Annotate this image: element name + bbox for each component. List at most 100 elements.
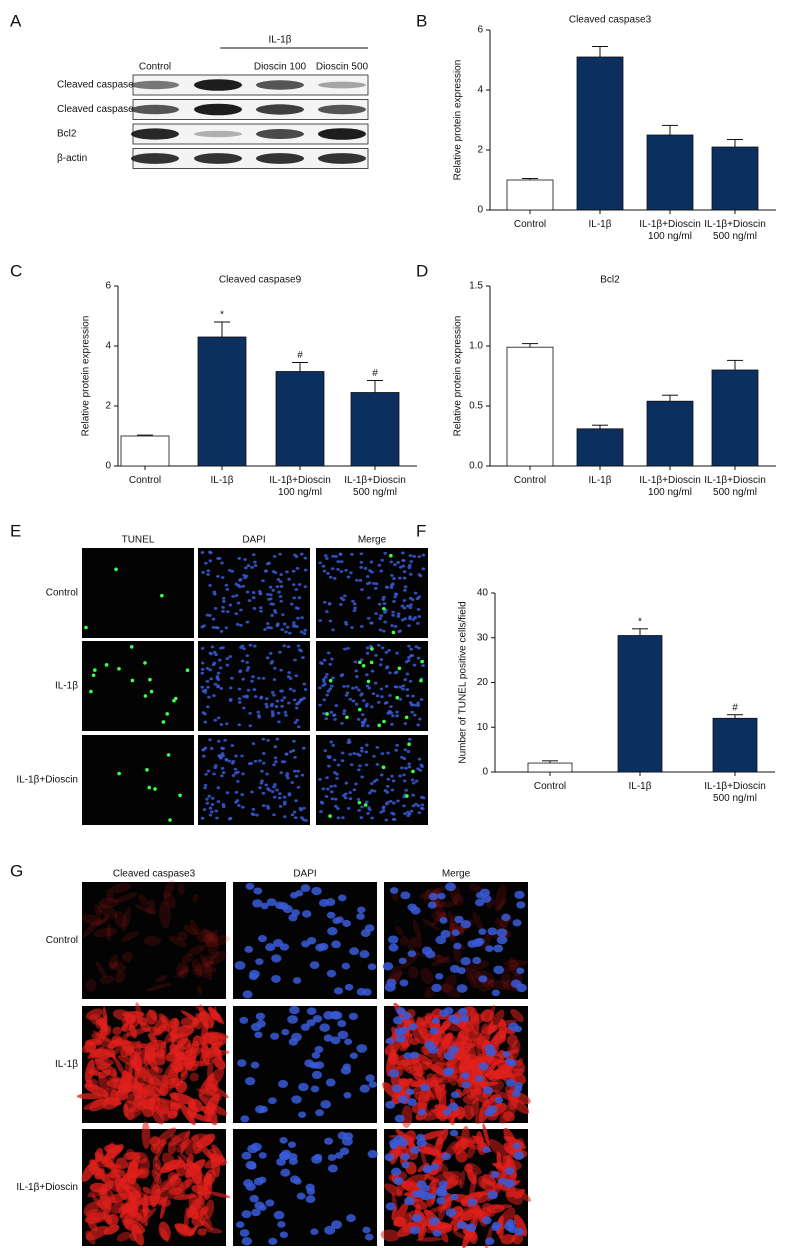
micrograph-content xyxy=(318,737,426,822)
nucleus xyxy=(395,710,399,714)
tunel-dot xyxy=(357,707,362,712)
nucleus xyxy=(367,963,377,971)
nucleus xyxy=(379,658,384,661)
nucleus xyxy=(291,569,296,573)
y-tick-label: 10 xyxy=(477,722,489,733)
nucleus xyxy=(416,1180,427,1189)
nucleus xyxy=(416,621,420,625)
nucleus xyxy=(346,684,350,688)
nucleus xyxy=(402,773,406,777)
bar xyxy=(120,435,170,467)
nucleus xyxy=(413,713,417,717)
nucleus xyxy=(406,659,411,662)
tunel-dot xyxy=(178,793,182,798)
nucleus xyxy=(457,967,466,975)
cell-stain xyxy=(98,1189,113,1210)
cell-stain xyxy=(198,1073,215,1097)
nucleus xyxy=(282,696,287,700)
nucleus xyxy=(297,700,302,704)
nucleus xyxy=(250,679,254,683)
nucleus xyxy=(393,625,398,628)
nucleus xyxy=(400,618,405,622)
nucleus xyxy=(268,1237,278,1245)
nucleus xyxy=(318,686,322,690)
micrograph-content xyxy=(236,1131,378,1246)
tunel-dot xyxy=(149,689,154,694)
nucleus xyxy=(392,1016,404,1025)
nucleus xyxy=(334,554,338,558)
nucleus xyxy=(396,799,400,803)
nucleus xyxy=(207,794,212,798)
nucleus xyxy=(364,1233,374,1241)
nucleus xyxy=(513,1085,523,1093)
nucleus xyxy=(278,650,282,654)
nucleus xyxy=(378,663,383,667)
nucleus xyxy=(298,1082,309,1092)
nucleus xyxy=(236,1221,245,1228)
nucleus xyxy=(504,1167,515,1175)
x-tick-label: IL-1β+Dioscin 500 ng/ml xyxy=(704,781,766,804)
nucleus xyxy=(360,724,365,728)
nucleus xyxy=(208,583,212,587)
nucleus xyxy=(206,572,210,576)
nucleus xyxy=(247,599,252,603)
nucleus xyxy=(237,804,241,807)
nucleus xyxy=(296,769,301,773)
cell-stain xyxy=(496,1151,502,1168)
nucleus xyxy=(287,577,291,581)
nucleus xyxy=(395,651,399,655)
nucleus xyxy=(278,580,283,584)
nucleus xyxy=(400,766,404,770)
nucleus xyxy=(342,709,347,713)
micrograph-content xyxy=(81,879,231,995)
nucleus xyxy=(280,704,284,708)
nucleus xyxy=(392,600,396,603)
nucleus xyxy=(383,551,387,555)
nucleus xyxy=(388,671,392,675)
nucleus xyxy=(370,669,375,673)
tunel-dot xyxy=(129,645,134,649)
cell-stain xyxy=(509,1096,530,1115)
nucleus xyxy=(305,1195,316,1204)
nucleus xyxy=(265,772,269,776)
row-label: IL-1β xyxy=(55,1059,78,1070)
blot-band xyxy=(318,81,366,89)
nucleus xyxy=(242,695,246,698)
nucleus xyxy=(411,617,416,621)
nucleus xyxy=(420,1083,430,1092)
nucleus xyxy=(259,609,263,613)
nucleus xyxy=(329,684,334,688)
cell-stain xyxy=(510,1008,524,1022)
nucleus xyxy=(360,775,364,779)
nucleus xyxy=(396,1007,406,1015)
blot-lane-label: Dioscin 500 xyxy=(316,62,369,73)
nucleus xyxy=(384,818,389,822)
nucleus xyxy=(272,795,277,799)
cell-stain xyxy=(167,1110,178,1119)
x-tick-label: IL-1β+Dioscin 100 ng/ml xyxy=(269,475,331,498)
cell-stain xyxy=(163,1031,173,1045)
nucleus xyxy=(255,958,264,965)
cell-stain xyxy=(113,1056,126,1077)
cell-stain xyxy=(487,1004,495,1032)
nucleus xyxy=(242,573,246,577)
nucleus xyxy=(241,1151,252,1160)
cell-stain xyxy=(407,966,419,979)
nucleus xyxy=(318,703,322,707)
nucleus xyxy=(379,773,384,777)
nucleus xyxy=(349,1052,358,1060)
nucleus xyxy=(360,713,365,717)
nucleus xyxy=(221,803,226,807)
nucleus xyxy=(203,746,208,750)
nucleus xyxy=(325,557,329,560)
cell-stain xyxy=(112,1026,122,1036)
nucleus xyxy=(200,661,205,665)
nucleus xyxy=(281,613,285,617)
nucleus xyxy=(227,817,232,821)
nucleus xyxy=(416,701,420,705)
nucleus xyxy=(366,811,370,815)
nucleus xyxy=(303,585,308,589)
nucleus xyxy=(431,1017,440,1024)
cell-stain xyxy=(148,1074,175,1087)
tunel-dot xyxy=(143,661,147,665)
